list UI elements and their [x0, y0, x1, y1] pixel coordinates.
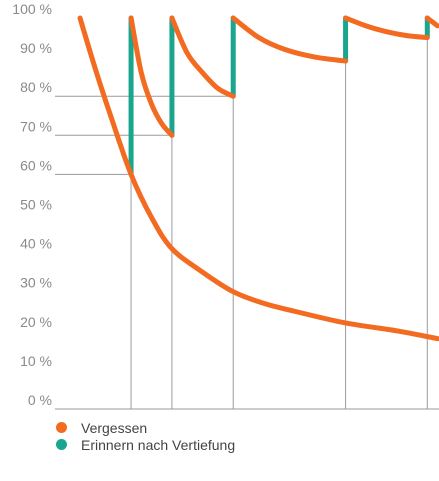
relearning-curve-2 — [169, 15, 236, 99]
forgetting-curve-chart: 0 % 10 % 20 % 30 % 40 % 50 % 60 % 70 % 80 % 90 % 1… — [12, 1, 439, 410]
relearning-curve-3 — [230, 15, 349, 64]
y-tick-label-0: 0 % — [28, 392, 52, 408]
y-tick-label-10: 10 % — [20, 353, 52, 369]
legend-label-remembering: Erinnern nach Vertiefung — [81, 436, 236, 453]
legend-item-remembering: Erinnern nach Vertiefung — [56, 436, 235, 453]
legend-dot-remembering — [56, 439, 67, 450]
y-tick-label-30: 30 % — [20, 275, 52, 291]
legend-dot-forgetting — [56, 422, 67, 433]
y-tick-label-70: 70 % — [20, 118, 52, 134]
y-tick-label-20: 20 % — [20, 314, 52, 330]
legend-label-forgetting: Vergessen — [81, 419, 148, 436]
relearning-curve-5 — [424, 15, 439, 29]
legend-item-forgetting: Vergessen — [56, 419, 235, 436]
y-tick-label-60: 60 % — [20, 157, 52, 173]
y-tick-label-100: 100 % — [12, 1, 52, 17]
legend: Vergessen Erinnern nach Vertiefung — [56, 419, 235, 453]
relearning-curve-4 — [343, 15, 430, 41]
forgetting-curve-line — [77, 15, 439, 342]
relearning-curve-1 — [128, 15, 175, 138]
y-tick-label-90: 90 % — [20, 40, 52, 56]
y-tick-label-40: 40 % — [20, 236, 52, 252]
y-tick-label-80: 80 % — [20, 79, 52, 95]
y-tick-label-50: 50 % — [20, 197, 52, 213]
